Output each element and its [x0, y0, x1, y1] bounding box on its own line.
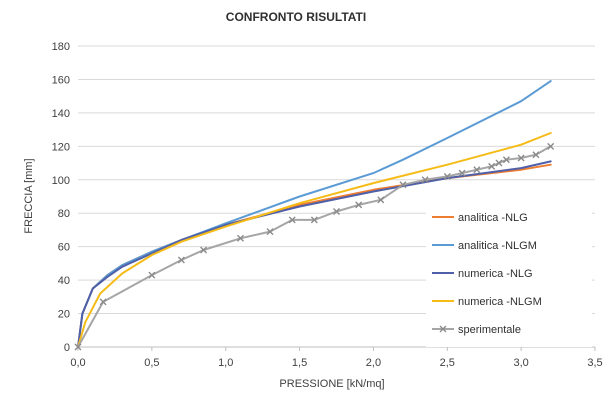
data-point-marker [517, 154, 525, 162]
legend-label: sperimentale [458, 324, 521, 336]
x-tick-label: 2,0 [366, 357, 381, 369]
data-point-marker [148, 271, 156, 279]
data-point-marker [458, 169, 466, 177]
y-tick-label: 40 [58, 275, 70, 287]
legend-item: sperimentale [432, 324, 521, 336]
data-point-marker [488, 162, 496, 170]
y-tick-label: 100 [52, 175, 70, 187]
series-4 [74, 142, 555, 351]
legend-item: numerica -NLG [432, 268, 533, 280]
legend-background [426, 203, 592, 347]
data-point-marker [333, 208, 340, 216]
data-point-marker [532, 151, 540, 159]
data-point-marker [399, 181, 407, 189]
data-point-marker [495, 159, 503, 167]
data-point-marker [421, 176, 429, 184]
legend-marker [439, 325, 447, 333]
data-point-marker [288, 216, 296, 224]
x-axis-title: PRESSIONE [kN/mq] [279, 378, 384, 390]
y-axis-title: FRECCIA [mm] [23, 158, 35, 233]
legend-item: analitica -NLGM [432, 240, 537, 252]
y-tick-labels: 0 20 40 60 80 100 120 140 160 180 [52, 41, 70, 354]
series-line [77, 160, 552, 348]
series-2 [77, 160, 552, 348]
x-tick-label: 0,5 [144, 357, 159, 369]
chart-title: CONFRONTO RISULTATI [226, 10, 366, 24]
x-tick-label: 2,5 [440, 357, 455, 369]
data-point-marker [355, 201, 363, 209]
y-tick-label: 80 [58, 208, 70, 220]
data-point-marker [547, 142, 555, 150]
data-point-marker [99, 298, 107, 306]
data-point-marker [74, 343, 82, 351]
x-tick-label: 1,5 [292, 357, 307, 369]
data-point-marker [177, 256, 185, 264]
data-point-marker [266, 228, 274, 236]
y-tick-label: 0 [64, 342, 70, 354]
legend-label: numerica -NLGM [458, 296, 542, 308]
x-tick-label: 1,0 [218, 357, 233, 369]
legend-label: numerica -NLG [458, 268, 533, 280]
data-point-marker [310, 216, 318, 224]
legend-item: numerica -NLGM [432, 296, 542, 308]
x-tick-label: 3,0 [513, 357, 528, 369]
legend-item: analitica -NLG [432, 212, 528, 224]
legend-label: analitica -NLG [458, 212, 528, 224]
y-tick-label: 140 [52, 108, 70, 120]
x-tick-label: 3,5 [587, 357, 602, 369]
data-point-marker [473, 166, 481, 174]
series-line [77, 132, 552, 348]
y-tick-label: 160 [52, 74, 70, 86]
x-tick-labels: 0,0 0,5 1,0 1,5 2,0 2,5 3,0 3,5 [70, 357, 602, 369]
data-point-marker [236, 234, 244, 242]
legend: analitica -NLG analitica -NLGM numerica -N… [426, 203, 592, 347]
y-tick-label: 20 [58, 309, 70, 321]
data-point-marker [443, 172, 451, 180]
data-point-marker [377, 196, 385, 204]
axes [77, 346, 596, 351]
series-3 [77, 132, 552, 348]
y-tick-label: 120 [52, 141, 70, 153]
data-point-marker [200, 246, 208, 254]
x-tick-label: 0,0 [70, 357, 85, 369]
series-lines [74, 80, 555, 351]
y-tick-label: 180 [52, 41, 70, 53]
y-tick-label: 60 [58, 242, 70, 254]
data-point-marker [502, 156, 510, 164]
legend-label: analitica -NLGM [458, 240, 537, 252]
